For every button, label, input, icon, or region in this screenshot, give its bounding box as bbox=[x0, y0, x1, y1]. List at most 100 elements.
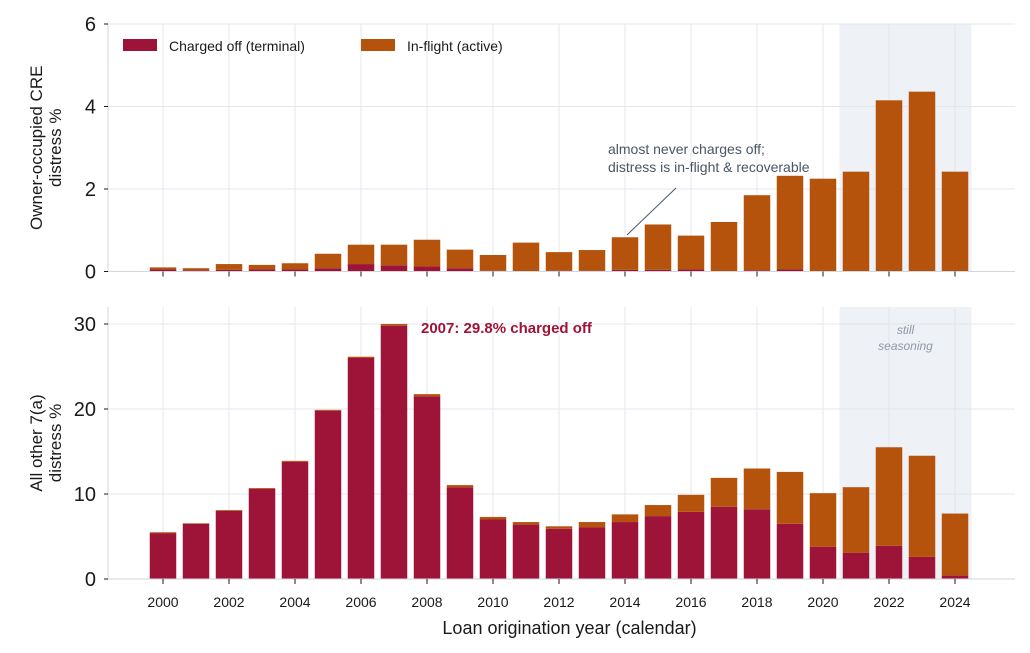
x-tick-label: 2020 bbox=[807, 594, 838, 610]
bar-in-flight bbox=[776, 471, 804, 524]
bar-charged-off bbox=[743, 270, 771, 272]
bar-in-flight bbox=[809, 178, 837, 272]
bar-in-flight bbox=[578, 522, 606, 528]
bar-in-flight bbox=[380, 324, 408, 326]
peak-annotation: 2007: 29.8% charged off bbox=[421, 320, 593, 337]
bar-charged-off bbox=[182, 523, 210, 579]
bar-charged-off bbox=[743, 509, 771, 579]
y-axis-label-line: All other 7(a) bbox=[27, 394, 46, 491]
bar-charged-off bbox=[479, 519, 507, 579]
bar-in-flight bbox=[743, 195, 771, 271]
bar-charged-off bbox=[413, 266, 441, 272]
bar-in-flight bbox=[413, 394, 441, 397]
bar-in-flight bbox=[842, 171, 870, 272]
x-tick-label: 2002 bbox=[213, 594, 244, 610]
bar-in-flight bbox=[875, 447, 903, 546]
bar-charged-off bbox=[215, 269, 243, 272]
bar-in-flight bbox=[809, 493, 837, 547]
bar-charged-off bbox=[281, 461, 309, 579]
bar-in-flight bbox=[743, 468, 771, 510]
bar-in-flight bbox=[776, 175, 804, 270]
bar-in-flight bbox=[677, 494, 705, 512]
bar-in-flight bbox=[677, 235, 705, 270]
bar-charged-off bbox=[677, 511, 705, 579]
bar-charged-off bbox=[248, 488, 276, 579]
bar-in-flight bbox=[314, 409, 342, 411]
bar-charged-off bbox=[182, 270, 210, 272]
bar-charged-off bbox=[446, 268, 474, 272]
bar-in-flight bbox=[842, 487, 870, 553]
x-tick-label: 2014 bbox=[609, 594, 640, 610]
bar-in-flight bbox=[215, 264, 243, 270]
bar-charged-off bbox=[149, 269, 177, 272]
bar-in-flight bbox=[380, 244, 408, 266]
bar-in-flight bbox=[710, 222, 738, 272]
bar-in-flight bbox=[710, 477, 738, 507]
bar-in-flight bbox=[644, 224, 672, 270]
bar-charged-off bbox=[149, 533, 177, 579]
bar-in-flight bbox=[479, 516, 507, 520]
bar-charged-off bbox=[545, 528, 573, 579]
bar-charged-off bbox=[875, 545, 903, 579]
bar-charged-off bbox=[842, 552, 870, 579]
x-tick-label: 2018 bbox=[741, 594, 772, 610]
seasoning-label: still bbox=[897, 323, 915, 337]
bar-charged-off bbox=[710, 506, 738, 579]
bar-in-flight bbox=[281, 460, 309, 462]
bar-charged-off bbox=[512, 524, 540, 579]
bar-in-flight bbox=[281, 263, 309, 270]
panel-top: 0 2 4 6 Owner-occupied CREdistress % almost n… bbox=[27, 14, 1015, 284]
y-tick-label: 4 bbox=[85, 97, 96, 119]
panel-bottom: 0 10 20 30 All other 7(a)distress % 2007: 29.… bbox=[27, 307, 1015, 591]
bar-in-flight bbox=[446, 485, 474, 488]
bar-charged-off bbox=[314, 268, 342, 272]
bar-in-flight bbox=[644, 505, 672, 517]
y-tick-label: 20 bbox=[74, 399, 96, 421]
x-tick-label: 2016 bbox=[675, 594, 706, 610]
bar-in-flight bbox=[215, 510, 243, 511]
bar-charged-off bbox=[776, 269, 804, 272]
y-tick-label: 2 bbox=[85, 179, 96, 201]
x-axis-label: Loan origination year (calendar) bbox=[442, 618, 696, 638]
bar-in-flight bbox=[347, 244, 375, 265]
bar-in-flight bbox=[908, 91, 936, 272]
y-axis-label-line: distress % bbox=[46, 404, 65, 482]
legend: Charged off (terminal) In-flight (active) bbox=[123, 38, 503, 54]
bar-charged-off bbox=[281, 269, 309, 272]
legend-label: Charged off (terminal) bbox=[169, 38, 305, 54]
bar-in-flight bbox=[182, 523, 210, 524]
bar-in-flight bbox=[314, 253, 342, 269]
bar-in-flight bbox=[248, 264, 276, 270]
bar-charged-off bbox=[644, 269, 672, 272]
bar-in-flight bbox=[413, 239, 441, 267]
x-tick-label: 2024 bbox=[939, 594, 970, 610]
bar-charged-off bbox=[380, 325, 408, 579]
bar-charged-off bbox=[611, 269, 639, 272]
bar-in-flight bbox=[545, 252, 573, 271]
seasoning-label: seasoning bbox=[878, 339, 933, 353]
bar-in-flight bbox=[578, 250, 606, 271]
bar-charged-off bbox=[809, 546, 837, 579]
x-tick-label: 2006 bbox=[345, 594, 376, 610]
bar-in-flight bbox=[149, 532, 177, 534]
bar-in-flight bbox=[875, 100, 903, 272]
bar-charged-off bbox=[677, 269, 705, 272]
bar-in-flight bbox=[512, 242, 540, 272]
bar-in-flight bbox=[908, 455, 936, 557]
bar-charged-off bbox=[776, 523, 804, 579]
bar-charged-off bbox=[347, 264, 375, 272]
bar-charged-off bbox=[413, 396, 441, 579]
bar-in-flight bbox=[446, 249, 474, 269]
bar-in-flight bbox=[248, 488, 276, 489]
bar-in-flight bbox=[941, 513, 969, 576]
x-tick-label: 2008 bbox=[411, 594, 442, 610]
bar-in-flight bbox=[611, 237, 639, 270]
bar-charged-off bbox=[380, 265, 408, 272]
bar-charged-off bbox=[644, 516, 672, 579]
bar-in-flight bbox=[182, 268, 210, 271]
y-tick-label: 10 bbox=[74, 484, 96, 506]
y-axis-label-line: distress % bbox=[46, 109, 65, 187]
bar-charged-off bbox=[215, 511, 243, 579]
legend-swatch bbox=[361, 39, 395, 51]
